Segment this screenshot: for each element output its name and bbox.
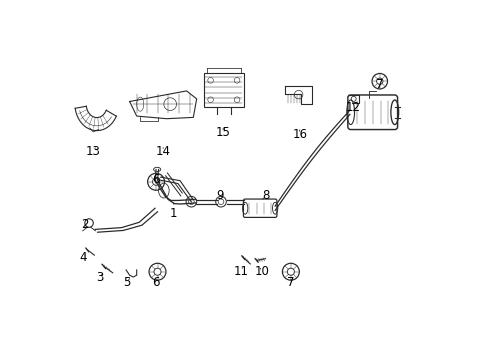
Text: 5: 5	[123, 276, 130, 289]
Text: 12: 12	[346, 101, 361, 114]
Text: 2: 2	[81, 217, 88, 231]
Text: 13: 13	[86, 145, 101, 158]
Text: 11: 11	[234, 265, 249, 278]
Text: 6: 6	[152, 173, 160, 186]
Text: 10: 10	[254, 265, 270, 278]
Text: 9: 9	[217, 189, 224, 202]
Text: 3: 3	[97, 270, 104, 284]
Text: 6: 6	[152, 276, 160, 289]
Text: 4: 4	[79, 251, 86, 264]
Text: 8: 8	[262, 189, 269, 202]
Text: 16: 16	[292, 128, 307, 141]
Text: 7: 7	[376, 77, 384, 90]
Text: 7: 7	[287, 276, 294, 289]
Text: 14: 14	[156, 145, 171, 158]
Text: 15: 15	[216, 126, 231, 139]
Text: 1: 1	[170, 203, 177, 220]
